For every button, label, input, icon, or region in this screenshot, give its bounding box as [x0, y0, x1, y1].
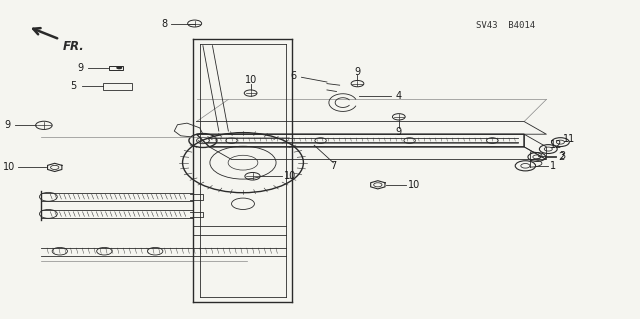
- Text: 10: 10: [408, 180, 420, 190]
- Text: 5: 5: [70, 81, 77, 92]
- Text: 9: 9: [4, 120, 11, 130]
- Text: 10: 10: [3, 162, 15, 172]
- Text: 9: 9: [77, 63, 83, 73]
- Text: SV43  B4014: SV43 B4014: [476, 21, 536, 30]
- Text: FR.: FR.: [62, 40, 84, 53]
- Text: 3: 3: [559, 151, 565, 161]
- Text: 8: 8: [162, 19, 168, 28]
- Text: 7: 7: [330, 161, 337, 171]
- Bar: [103, 83, 132, 90]
- Text: 9: 9: [396, 127, 402, 137]
- Bar: [109, 66, 123, 70]
- Text: 2: 2: [558, 152, 564, 162]
- Text: 4: 4: [395, 91, 401, 101]
- Text: 12: 12: [550, 140, 562, 150]
- Text: 11: 11: [563, 134, 575, 144]
- Text: 10: 10: [244, 76, 257, 85]
- Circle shape: [116, 66, 122, 69]
- Text: 10: 10: [284, 171, 296, 181]
- Text: 6: 6: [291, 71, 297, 81]
- Text: 9: 9: [355, 67, 360, 77]
- Text: 1: 1: [550, 161, 556, 171]
